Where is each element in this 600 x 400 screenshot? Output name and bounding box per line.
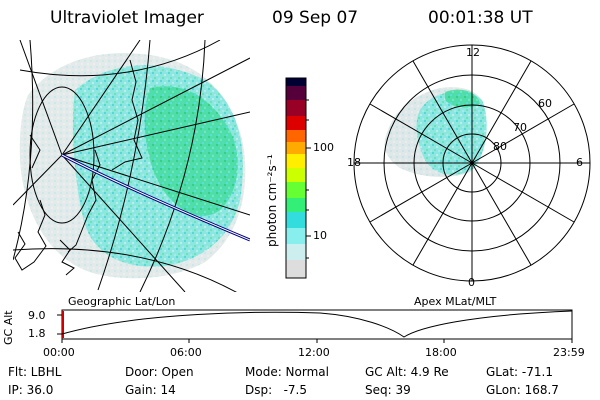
mlt-label-18: 18 [347, 156, 361, 169]
colorbar-unit-label: photon cm⁻²s⁻¹ [265, 154, 279, 247]
colorbar-tick-100: 100 [313, 141, 334, 154]
instrument-title: Ultraviolet Imager [50, 8, 204, 28]
info-gc-alt: GC Alt: 4.9 Re [365, 365, 449, 379]
info-door: Door: Open [125, 365, 194, 379]
info-ip: IP: 36.0 [8, 383, 54, 397]
alt-plot-xtick-2: 12:00 [298, 346, 330, 359]
mlat-label-70: 70 [513, 121, 527, 134]
geographic-panel-label: Geographic Lat/Lon [68, 295, 176, 308]
info-dsp: Dsp: -7.5 [245, 383, 308, 397]
polar-panel-label: Apex MLat/MLT [414, 295, 497, 308]
polar-plot [353, 44, 591, 282]
info-glon: GLon: 168.7 [486, 383, 559, 397]
mlt-label-6: 6 [576, 156, 583, 169]
alt-plot-ytick-max: 9.0 [28, 309, 46, 322]
info-seq: Seq: 39 [365, 383, 411, 397]
time-label: 00:01:38 UT [428, 8, 533, 28]
alt-plot-xtick-3: 18:00 [425, 346, 457, 359]
info-glat: GLat: -71.1 [486, 365, 553, 379]
colorbar-tick-10: 10 [313, 229, 327, 242]
mlat-label-60: 60 [538, 97, 552, 110]
altitude-plot [57, 309, 573, 343]
alt-plot-xtick-1: 06:00 [170, 346, 202, 359]
mlt-label-12: 12 [466, 46, 480, 59]
mlat-label-80: 80 [493, 140, 507, 153]
colorbar [285, 77, 311, 279]
alt-plot-ytick-min: 1.8 [28, 327, 46, 340]
info-mode: Mode: Normal [245, 365, 329, 379]
info-filter: Flt: LBHL [8, 365, 62, 379]
alt-plot-xtick-4: 23:59 [553, 346, 585, 359]
date-label: 09 Sep 07 [272, 8, 359, 28]
info-gain: Gain: 14 [125, 383, 176, 397]
alt-plot-xtick-0: 00:00 [43, 346, 75, 359]
mlt-label-0: 0 [468, 276, 475, 289]
geographic-map [13, 40, 250, 292]
alt-plot-ylabel: GC Alt [2, 310, 15, 345]
